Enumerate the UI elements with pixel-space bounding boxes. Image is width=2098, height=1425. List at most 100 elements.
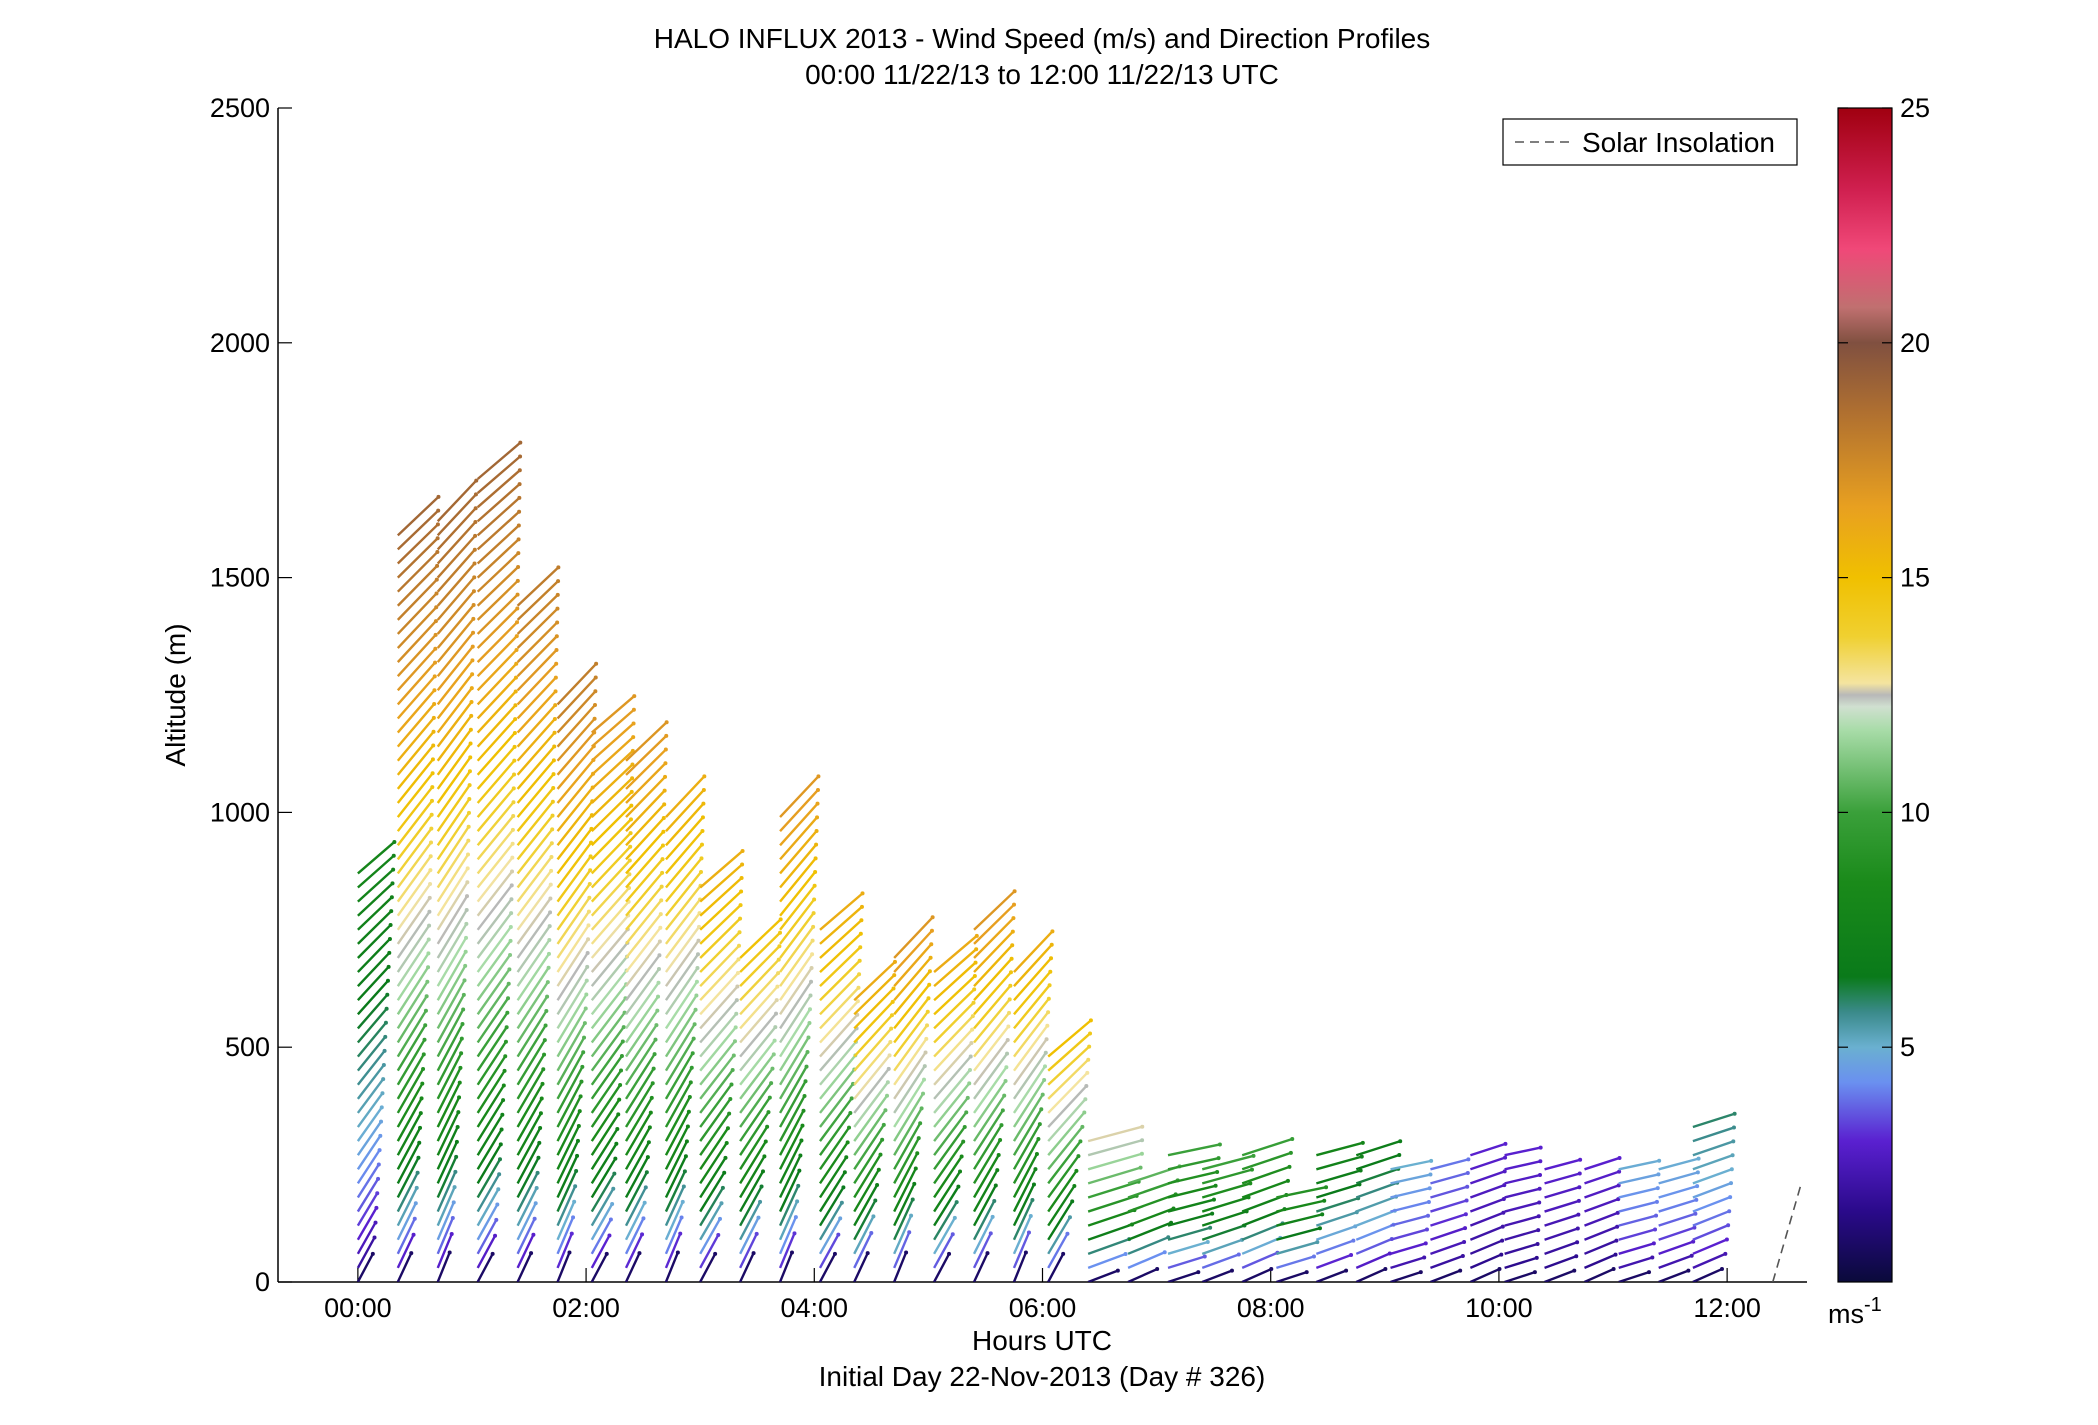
wind-vector xyxy=(853,1139,884,1185)
wind-vector-tip xyxy=(1248,1181,1253,1186)
wind-vector-tip xyxy=(1269,1267,1274,1272)
wind-vector-tip xyxy=(459,1051,464,1056)
wind-vector-tip xyxy=(383,1020,388,1025)
wind-vector xyxy=(779,953,814,1001)
wind-vector xyxy=(853,960,896,1002)
wind-vector xyxy=(973,985,1012,1030)
wind-vector xyxy=(739,999,778,1044)
wind-vector-tip xyxy=(1009,956,1014,961)
wind-vector xyxy=(436,742,472,790)
wind-vector-tip xyxy=(390,881,395,886)
wind-vector xyxy=(436,1008,465,1058)
wind-vector-tip xyxy=(799,1138,804,1143)
wind-vector-tip xyxy=(1729,1167,1734,1172)
wind-vector-tip xyxy=(430,771,435,776)
wind-vector xyxy=(1584,1170,1620,1185)
wind-vector xyxy=(590,1011,626,1058)
wind-vector-tip xyxy=(845,1140,850,1145)
wind-vector-tip xyxy=(778,930,783,935)
wind-vector xyxy=(396,537,439,579)
wind-vector-tip xyxy=(890,999,895,1004)
wind-vector xyxy=(779,775,820,818)
wind-vector-tip xyxy=(850,1081,855,1086)
wind-vector xyxy=(516,939,551,987)
wind-vector-tip xyxy=(689,1065,694,1070)
wind-vector-tip xyxy=(511,786,516,791)
wind-vector-tip xyxy=(970,1014,975,1019)
legend: Solar Insolation xyxy=(1502,118,1798,166)
wind-vector xyxy=(664,1186,685,1227)
wind-vector-tip xyxy=(881,1122,886,1127)
wind-vector xyxy=(356,1236,376,1269)
wind-vector xyxy=(1315,1269,1347,1282)
wind-vector-tip xyxy=(516,523,521,528)
wind-vector xyxy=(699,1026,737,1072)
wind-vector xyxy=(591,695,636,734)
wind-vector xyxy=(1355,1195,1397,1213)
wind-vector xyxy=(664,1096,691,1142)
wind-vector xyxy=(1013,984,1051,1030)
wind-vector xyxy=(436,1052,463,1100)
wind-vector xyxy=(1047,1253,1065,1282)
wind-vector xyxy=(625,844,664,889)
wind-vector xyxy=(556,910,590,959)
wind-vector xyxy=(1127,1221,1172,1241)
wind-vector-tip xyxy=(517,482,522,487)
wind-vector xyxy=(819,959,861,1002)
wind-vector xyxy=(516,1097,543,1142)
wind-vector-tip xyxy=(1210,1211,1215,1216)
wind-vector xyxy=(436,645,474,692)
wind-vector-tip xyxy=(927,969,932,974)
wind-vector xyxy=(1012,1215,1032,1255)
wind-vector-tip xyxy=(956,1184,961,1189)
wind-vector xyxy=(1201,1210,1247,1227)
wind-vector-tip xyxy=(434,591,439,596)
y-tick-label: 500 xyxy=(225,1032,270,1062)
wind-vector-tip xyxy=(713,1251,718,1256)
wind-vector-tip xyxy=(965,1095,970,1100)
wind-vector xyxy=(396,1112,422,1156)
wind-vector-tip xyxy=(637,1251,642,1256)
wind-vector xyxy=(1544,1269,1575,1282)
wind-vector-tip xyxy=(1724,1237,1729,1242)
wind-vector-tip xyxy=(429,826,434,831)
wind-vector xyxy=(1390,1187,1430,1199)
wind-vector xyxy=(516,676,557,720)
wind-vector-tip xyxy=(681,1184,686,1189)
wind-vector-tip xyxy=(921,1091,926,1096)
wind-vector xyxy=(516,566,560,607)
wind-vector xyxy=(893,1183,916,1227)
wind-vector xyxy=(739,1039,776,1086)
wind-vector-tip xyxy=(578,1094,583,1099)
wind-vector-tip xyxy=(1028,1213,1033,1218)
wind-vector xyxy=(396,717,435,762)
wind-vector-tip xyxy=(739,876,744,881)
wind-vector xyxy=(739,1155,766,1199)
wind-vector-tip xyxy=(617,1097,622,1102)
wind-vector xyxy=(476,690,517,734)
wind-vector-tip xyxy=(769,1081,774,1086)
wind-vector-tip xyxy=(555,592,560,597)
wind-vector xyxy=(356,1120,383,1156)
wind-vector-tip xyxy=(548,910,553,915)
wind-vector-tip xyxy=(425,979,430,984)
wind-vector xyxy=(396,647,437,692)
wind-vector xyxy=(556,1125,580,1170)
wind-vector-tip xyxy=(740,862,745,867)
y-tick-label: 1000 xyxy=(210,797,270,827)
wind-vector xyxy=(739,945,781,987)
wind-vector-tip xyxy=(586,923,591,928)
wind-vector-tip xyxy=(699,856,704,861)
wind-vector-tip xyxy=(468,727,473,732)
wind-vector-tip xyxy=(549,868,554,873)
wind-vector-tip xyxy=(734,1011,739,1016)
wind-vector-tip xyxy=(615,1127,620,1132)
wind-vector xyxy=(436,909,468,959)
wind-vector xyxy=(1390,1256,1425,1270)
wind-vector xyxy=(1167,1157,1219,1171)
wind-vector xyxy=(1047,1200,1074,1241)
wind-vector-tip xyxy=(473,492,478,497)
wind-vector-tip xyxy=(513,703,518,708)
wind-vector xyxy=(739,1053,775,1100)
wind-vector xyxy=(819,1097,853,1142)
